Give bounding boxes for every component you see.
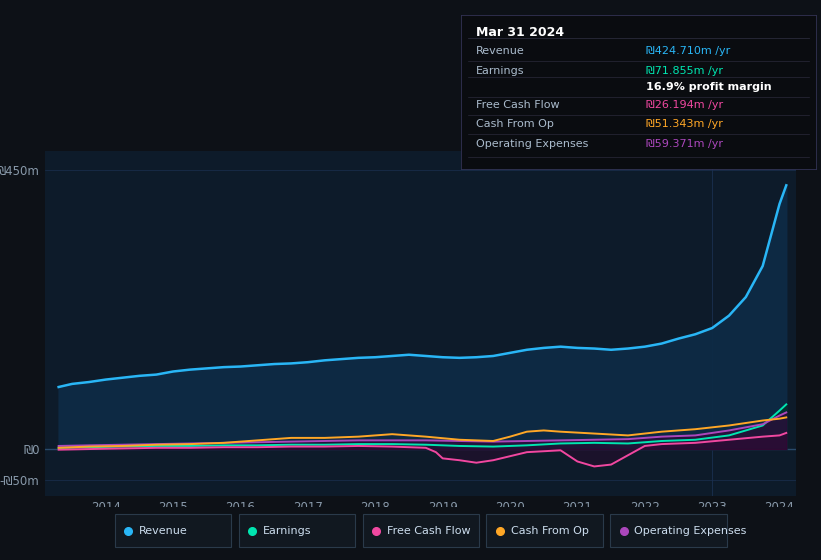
Text: Cash From Op: Cash From Op bbox=[475, 119, 553, 129]
Text: ₪424.710m /yr: ₪424.710m /yr bbox=[646, 45, 730, 55]
Text: Free Cash Flow: Free Cash Flow bbox=[475, 100, 559, 110]
FancyBboxPatch shape bbox=[611, 514, 727, 547]
Text: Revenue: Revenue bbox=[139, 526, 187, 535]
Text: Free Cash Flow: Free Cash Flow bbox=[387, 526, 470, 535]
Text: ₪59.371m /yr: ₪59.371m /yr bbox=[646, 139, 722, 149]
FancyBboxPatch shape bbox=[487, 514, 603, 547]
FancyBboxPatch shape bbox=[239, 514, 355, 547]
FancyBboxPatch shape bbox=[115, 514, 231, 547]
Text: ₪26.194m /yr: ₪26.194m /yr bbox=[646, 100, 723, 110]
Text: Earnings: Earnings bbox=[263, 526, 311, 535]
Text: ₪51.343m /yr: ₪51.343m /yr bbox=[646, 119, 722, 129]
Text: Mar 31 2024: Mar 31 2024 bbox=[475, 26, 564, 39]
Text: 16.9% profit margin: 16.9% profit margin bbox=[646, 82, 772, 92]
Text: Revenue: Revenue bbox=[475, 45, 525, 55]
Text: ₪71.855m /yr: ₪71.855m /yr bbox=[646, 66, 722, 76]
Text: Cash From Op: Cash From Op bbox=[511, 526, 589, 535]
Text: Operating Expenses: Operating Expenses bbox=[475, 139, 588, 149]
FancyBboxPatch shape bbox=[363, 514, 479, 547]
Text: Operating Expenses: Operating Expenses bbox=[635, 526, 747, 535]
Text: Earnings: Earnings bbox=[475, 66, 524, 76]
